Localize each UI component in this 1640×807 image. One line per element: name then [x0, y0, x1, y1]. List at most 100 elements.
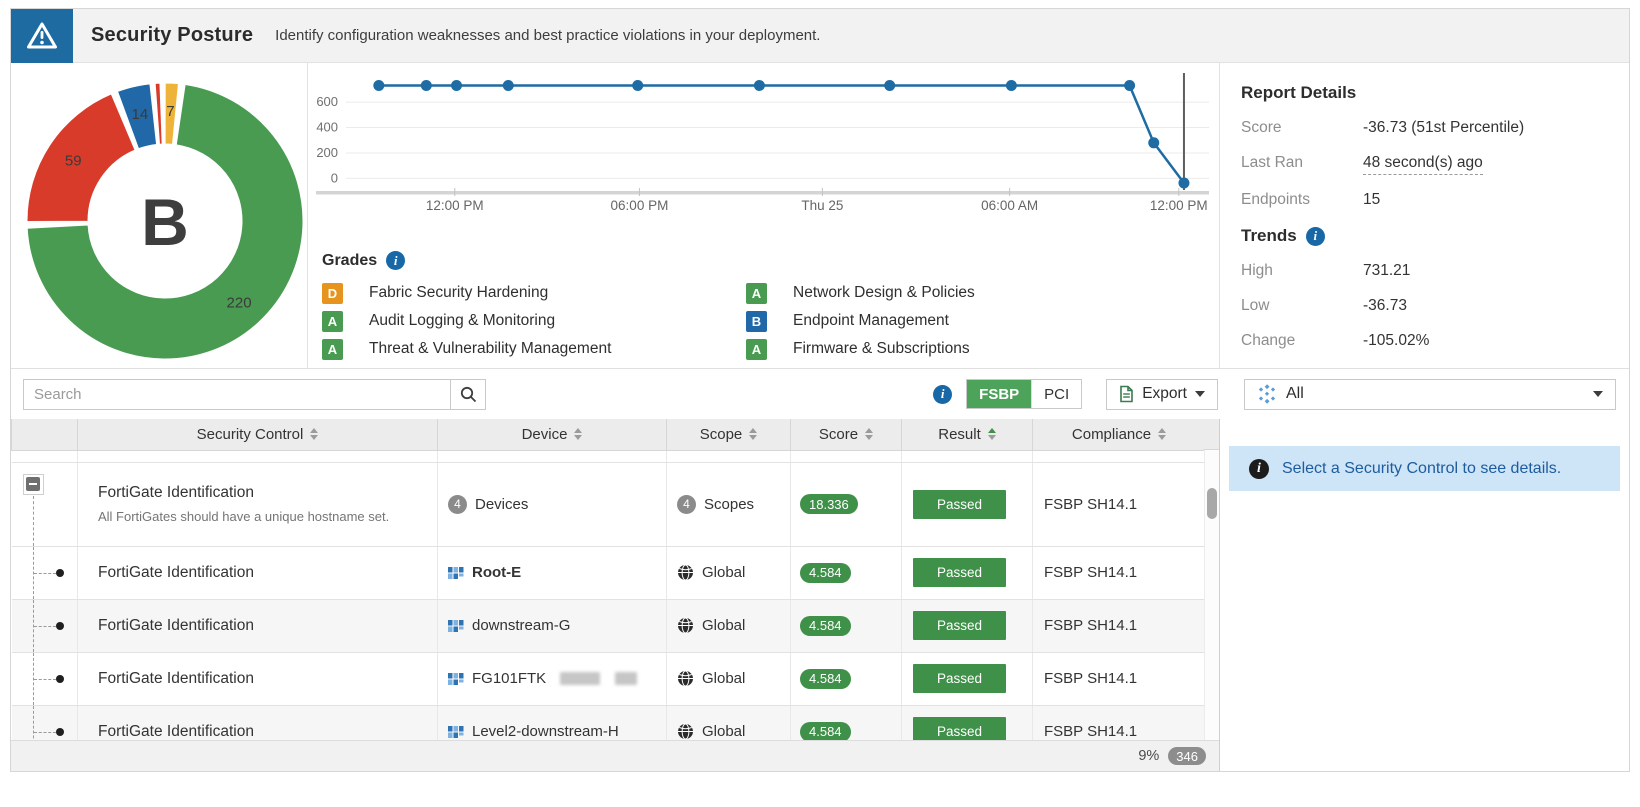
- scope-count-label: Scopes: [704, 495, 755, 513]
- details-info-icon: i: [1249, 458, 1269, 479]
- device-name: FG101FTK: [472, 670, 547, 687]
- trend-data-point[interactable]: [1124, 79, 1136, 91]
- search-group: [23, 378, 486, 410]
- score-value: -36.73 (51st Percentile): [1363, 119, 1525, 136]
- donut-segment-small-red-sliver[interactable]: [154, 82, 163, 145]
- standard-pci-button[interactable]: PCI: [1031, 380, 1082, 408]
- compliance-reference: FSBP SH14.1: [1044, 495, 1138, 513]
- security-controls-table: Security Control Device Scope Score Result Co…: [11, 419, 1220, 771]
- security-control-cell: FortiGate Identification All FortiGates s…: [77, 462, 438, 547]
- trend-data-point[interactable]: [1148, 137, 1160, 149]
- result-cell: Passed: [901, 462, 1033, 547]
- spacer-cell: [666, 450, 791, 463]
- trends-title: Trends i: [1241, 226, 1629, 246]
- fortigate-device-icon: [448, 619, 464, 633]
- column-header-device[interactable]: Device: [437, 419, 667, 451]
- scope-select-caret-icon: [1593, 391, 1603, 397]
- redacted-text: [560, 672, 601, 685]
- security-control-cell: FortiGate Identification: [77, 652, 438, 706]
- sort-icon: [865, 428, 874, 441]
- grades-title: Grades i: [322, 251, 1219, 270]
- security-control-name: FortiGate Identification: [98, 722, 254, 740]
- security-control-name: FortiGate Identification: [98, 616, 254, 634]
- security-control-child-row[interactable]: FortiGate Identification Root-E Global 4.58…: [11, 546, 1206, 600]
- security-control-child-row[interactable]: FortiGate Identification FG101FTK Global 4.…: [11, 652, 1206, 706]
- donut-segment-label: 59: [65, 152, 82, 169]
- content-row: Security Control Device Scope Score Result Co…: [11, 419, 1629, 771]
- warning-triangle-icon: [27, 22, 57, 48]
- column-header-result[interactable]: Result: [901, 419, 1033, 451]
- collapse-row-button[interactable]: [22, 473, 44, 495]
- sort-icon: [574, 428, 583, 441]
- search-input[interactable]: [23, 378, 451, 410]
- standard-fsbp-button[interactable]: FSBP: [967, 380, 1032, 408]
- trend-row-low: Low -36.73: [1241, 296, 1629, 316]
- trend-data-point[interactable]: [450, 79, 463, 91]
- device-cell: downstream-G: [437, 599, 667, 653]
- trend-data-point[interactable]: [502, 79, 514, 91]
- security-control-cell: FortiGate Identification: [77, 546, 438, 600]
- donut-segment-grade-yellow[interactable]: [164, 82, 180, 145]
- device-name: Root-E: [472, 564, 522, 581]
- tree-cell: [11, 546, 78, 600]
- table-scrollbar[interactable]: [1204, 450, 1219, 740]
- scope-cell: Global: [666, 546, 791, 600]
- page-header: Security Posture Identify configuration …: [11, 8, 1629, 63]
- column-header-security-control[interactable]: Security Control: [77, 419, 438, 451]
- last-ran-value[interactable]: 48 second(s) ago: [1363, 153, 1483, 175]
- grade-donut-chart[interactable]: 220 59 14 7 B: [11, 63, 308, 369]
- trend-data-point[interactable]: [884, 79, 896, 91]
- trend-data-point[interactable]: [753, 79, 765, 91]
- grade-badge: A: [322, 338, 343, 360]
- total-count-badge: 346: [1168, 747, 1206, 765]
- column-header-label: Device: [521, 425, 568, 443]
- security-control-child-row[interactable]: FortiGate Identification downstream-G Glob…: [11, 599, 1206, 653]
- x-axis-baseline: [316, 191, 1209, 195]
- security-fabric-icon: [1258, 384, 1276, 404]
- search-button[interactable]: [451, 378, 486, 410]
- trend-line: [378, 84, 1185, 184]
- page-subtitle: Identify configuration weaknesses and be…: [275, 27, 821, 44]
- grades-info-icon[interactable]: i: [386, 251, 406, 270]
- grade-row: B Endpoint Management: [746, 307, 1170, 335]
- trends-title-text: Trends: [1241, 226, 1297, 245]
- standards-info-icon[interactable]: i: [933, 384, 953, 404]
- export-caret-icon: [1195, 391, 1205, 397]
- security-control-parent-row[interactable]: FortiGate Identification All FortiGates s…: [11, 462, 1206, 547]
- grade-badge: D: [322, 282, 343, 304]
- scope-name: Global: [702, 564, 746, 581]
- score-trend-chart[interactable]: 0 200 400 600 12:00 PM 06:00 PM Thu 25 06:00 AM…: [308, 68, 1219, 243]
- sort-icon: [749, 428, 758, 441]
- grade-badge: A: [746, 282, 767, 304]
- security-control-description: All FortiGates should have a unique host…: [98, 509, 390, 524]
- grade-category-label: Firmware & Subscriptions: [793, 340, 970, 357]
- donut-segment-label: 14: [132, 106, 149, 123]
- x-tick-label: 12:00 PM: [1150, 198, 1208, 213]
- export-button[interactable]: Export: [1106, 378, 1218, 410]
- y-tick-label: 200: [316, 145, 338, 160]
- column-header-score[interactable]: Score: [790, 419, 902, 451]
- trend-row-change: Change -105.02%: [1241, 331, 1629, 351]
- fortigate-device-icon: [448, 566, 464, 580]
- grade-donut-panel: 220 59 14 7 B: [11, 63, 308, 368]
- trends-info-icon[interactable]: i: [1305, 226, 1325, 246]
- trend-data-point[interactable]: [373, 79, 385, 91]
- scope-cell: Global: [666, 652, 791, 706]
- grades-title-text: Grades: [322, 251, 378, 269]
- donut-segment-grade-a-green[interactable]: [26, 83, 304, 360]
- column-header-scope[interactable]: Scope: [666, 419, 791, 451]
- trend-data-point[interactable]: [1005, 79, 1017, 91]
- device-cell: Root-E: [437, 546, 667, 600]
- spacer-cell: [11, 450, 78, 463]
- device-name: downstream-G: [472, 617, 571, 634]
- trend-data-point[interactable]: [1178, 177, 1190, 189]
- column-header-compliance[interactable]: Compliance: [1032, 419, 1206, 451]
- scrollbar-thumb[interactable]: [1207, 488, 1217, 519]
- donut-segment-grade-blue[interactable]: [116, 83, 158, 150]
- trend-data-point[interactable]: [632, 79, 644, 91]
- fabric-scope-select[interactable]: All: [1244, 378, 1616, 410]
- report-row-endpoints: Endpoints 15: [1241, 190, 1629, 210]
- donut-segment-grade-red[interactable]: [26, 93, 136, 223]
- trend-data-point[interactable]: [420, 79, 432, 91]
- high-label: High: [1241, 262, 1273, 279]
